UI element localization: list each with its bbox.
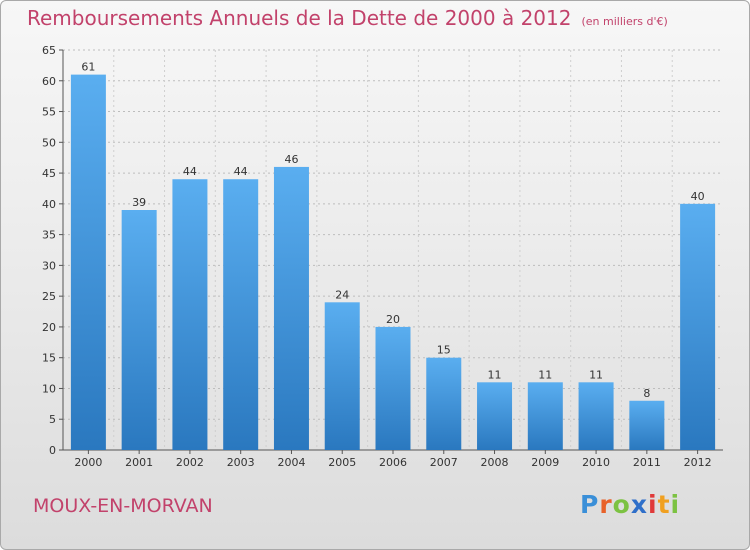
- place-name: MOUX-EN-MORVAN: [33, 495, 213, 517]
- bar: [70, 74, 106, 450]
- y-tick-label: 55: [42, 106, 56, 119]
- proxiti-logo[interactable]: Proxiti: [580, 490, 680, 519]
- logo-letter: P: [580, 490, 600, 519]
- x-tick-label: 2007: [430, 456, 458, 469]
- x-tick-label: 2005: [328, 456, 356, 469]
- bar: [172, 179, 208, 450]
- x-tick-label: 2004: [277, 456, 305, 469]
- x-tick-label: 2009: [531, 456, 559, 469]
- y-tick-label: 35: [42, 229, 56, 242]
- data-label: 44: [234, 165, 248, 178]
- bar: [375, 326, 411, 450]
- y-tick-label: 15: [42, 352, 56, 365]
- bar: [578, 382, 614, 450]
- y-tick-label: 40: [42, 198, 56, 211]
- data-label: 40: [691, 190, 705, 203]
- bar: [527, 382, 563, 450]
- chart-title: Remboursements Annuels de la Dette de 20…: [27, 6, 572, 30]
- y-tick-label: 45: [42, 167, 56, 180]
- data-label: 15: [437, 344, 451, 357]
- y-tick-label: 25: [42, 290, 56, 303]
- logo-letter: i: [648, 490, 658, 519]
- x-tick-label: 2008: [481, 456, 509, 469]
- y-tick-label: 65: [42, 44, 56, 57]
- logo-letter: i: [670, 490, 681, 519]
- data-label: 39: [132, 196, 146, 209]
- y-tick-label: 20: [42, 321, 56, 334]
- title-row: Remboursements Annuels de la Dette de 20…: [27, 6, 668, 30]
- data-label: 44: [183, 165, 197, 178]
- y-tick-label: 30: [42, 259, 56, 272]
- data-label: 11: [589, 368, 603, 381]
- logo-letter: t: [657, 490, 671, 519]
- x-tick-label: 2012: [684, 456, 712, 469]
- bar: [426, 357, 462, 450]
- data-label: 24: [335, 288, 349, 301]
- data-label: 61: [81, 61, 95, 74]
- y-tick-label: 0: [49, 444, 56, 457]
- data-label: 8: [643, 387, 650, 400]
- x-tick-label: 2002: [176, 456, 204, 469]
- axes: 0 5 10 15 20 25 30 35 40 45 50 55 60 65 2000 2001 2002 20…: [42, 44, 723, 469]
- bar: [121, 210, 157, 450]
- y-tick-label: 60: [42, 75, 56, 88]
- bar: [223, 179, 259, 450]
- y-tick-label: 5: [49, 413, 56, 426]
- bars: [70, 74, 716, 450]
- chart-subtitle: (en milliers d'€): [581, 15, 668, 28]
- data-label: 11: [538, 368, 552, 381]
- y-tick-label: 10: [42, 382, 56, 395]
- data-labels: 61 39 44 44 46 24 20 15 11 11 11 8 40: [81, 61, 704, 400]
- x-tick-label: 2001: [125, 456, 153, 469]
- bar: [477, 382, 513, 450]
- bar: [273, 166, 309, 450]
- y-tick-label: 50: [42, 136, 56, 149]
- x-tick-label: 2011: [633, 456, 661, 469]
- x-tick-label: 2000: [74, 456, 102, 469]
- logo-letter: r: [599, 490, 613, 519]
- data-label: 20: [386, 313, 400, 326]
- x-tick-label: 2003: [227, 456, 255, 469]
- bar: [324, 302, 360, 450]
- logo-letter: x: [630, 490, 648, 519]
- x-tick-label: 2006: [379, 456, 407, 469]
- x-tick-label: 2010: [582, 456, 610, 469]
- data-label: 11: [488, 368, 502, 381]
- bar: [629, 400, 665, 450]
- logo-letter: o: [612, 490, 631, 519]
- bar: [680, 203, 716, 450]
- data-label: 46: [284, 153, 298, 166]
